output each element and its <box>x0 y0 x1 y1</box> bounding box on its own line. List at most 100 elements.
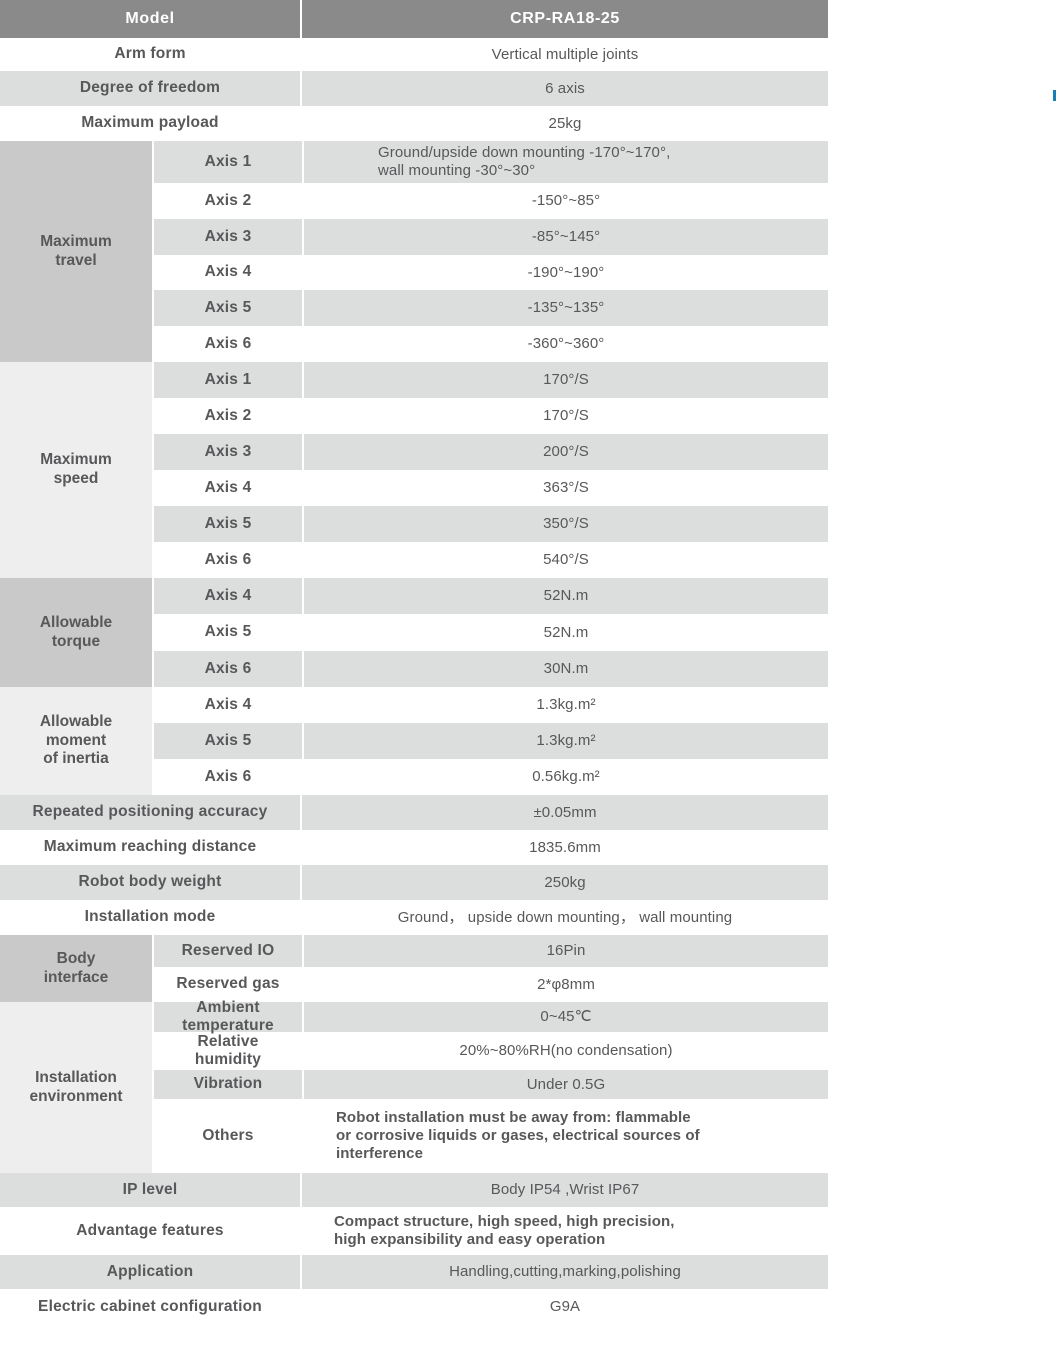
group-label-body-interface: Body interface <box>0 935 152 1002</box>
row-value: -85°~145° <box>304 219 828 255</box>
sub-label: Axis 1 <box>154 362 302 398</box>
sub-label: Axis 5 <box>154 723 302 759</box>
row-value: Handling,cutting,marking,polishing <box>302 1255 828 1289</box>
table-row: Axis 4 -190°~190° <box>152 255 828 290</box>
sub-label: Vibration <box>154 1070 302 1099</box>
row-value: 25kg <box>548 114 582 132</box>
row-label: Repeated positioning accuracy <box>0 795 300 830</box>
sub-label: Reserved IO <box>154 935 302 967</box>
row-label: Application <box>0 1255 300 1289</box>
sub-label: Axis 5 <box>204 623 252 641</box>
table-row: Repeated positioning accuracy ±0.05mm <box>0 795 828 830</box>
group-label-line: interface <box>43 968 109 986</box>
row-value: 540°/S <box>543 551 589 569</box>
row-label: Robot body weight <box>0 865 300 900</box>
sub-label-line: Relative <box>197 1032 259 1050</box>
sub-label: Ambient temperature <box>154 998 302 1034</box>
sub-label: Axis 2 <box>204 191 252 209</box>
row-value: 350°/S <box>304 506 828 542</box>
sub-label: Axis 1 <box>154 141 302 183</box>
sub-label: Axis 2 <box>204 406 252 424</box>
header-value-cell: CRP-RA18-25 <box>302 0 828 38</box>
row-value: Robot installation must be away from: fl… <box>336 1109 700 1162</box>
row-value: 52N.m <box>543 623 589 641</box>
row-value: 170°/S <box>543 407 589 425</box>
row-label: IP level <box>0 1173 300 1207</box>
row-value: 6 axis <box>302 71 828 106</box>
sub-label: Axis 3 <box>154 434 302 470</box>
group-label-line: Maximum <box>40 451 112 469</box>
sub-label-line: Ambient <box>196 998 260 1016</box>
sub-label-line: temperature <box>182 1017 274 1034</box>
group-label-line: of inertia <box>43 750 109 768</box>
table-row: Axis 4 1.3kg.m² <box>152 687 828 723</box>
table-row: Advantage features Compact structure, hi… <box>0 1207 828 1255</box>
sub-label: Axis 6 <box>204 334 252 352</box>
table-row: Application Handling,cutting,marking,pol… <box>0 1255 828 1289</box>
group-label-maximum-speed: Maximum speed <box>0 362 152 578</box>
row-value: 200°/S <box>304 434 828 470</box>
row-value: G9A <box>549 1298 581 1316</box>
row-value: -135°~135° <box>304 290 828 326</box>
row-label: Electric cabinet configuration <box>38 1297 262 1315</box>
row-label: Installation mode <box>84 908 216 926</box>
table-row: Axis 6 30N.m <box>152 651 828 687</box>
table-row: Reserved IO 16Pin <box>152 935 828 967</box>
row-value: 250kg <box>302 865 828 900</box>
row-value: -360°~360° <box>527 335 605 353</box>
table-row: Axis 6 -360°~360° <box>152 326 828 362</box>
group-label-line: Maximum <box>40 232 112 250</box>
table-row: Robot body weight 250kg <box>0 865 828 900</box>
table-row: Axis 2 -150°~85° <box>152 183 828 219</box>
row-value: ±0.05mm <box>302 795 828 830</box>
row-value: 30N.m <box>304 651 828 687</box>
group-label-line: Allowable <box>39 613 113 631</box>
row-value: 20%~80%RH(no condensation) <box>459 1042 673 1060</box>
table-row: IP level Body IP54 ,Wrist IP67 <box>0 1173 828 1207</box>
group-label-line: Installation <box>35 1068 117 1086</box>
table-row: Axis 4 52N.m <box>152 578 828 614</box>
table-row: Axis 1 Ground/upside down mounting -170°… <box>152 141 828 183</box>
sub-label: Axis 4 <box>154 578 302 614</box>
row-label: Maximum reaching distance <box>43 838 257 856</box>
group-label-line: travel <box>55 251 97 269</box>
group-installation-environment: Installation environment Ambient tempera… <box>0 998 828 1173</box>
header-model-cell: Model <box>0 0 300 38</box>
table-row: Axis 5 -135°~135° <box>152 290 828 326</box>
sub-label: Others <box>202 1126 254 1144</box>
group-label-line: speed <box>53 470 99 487</box>
row-label: Degree of freedom <box>0 71 300 106</box>
sub-label: Axis 3 <box>154 219 302 255</box>
group-label-line: moment <box>45 731 107 749</box>
table-row: Axis 6 540°/S <box>152 542 828 578</box>
row-value: 52N.m <box>304 578 828 614</box>
sub-label: Axis 5 <box>154 290 302 326</box>
table-row: Relative humidity 20%~80%RH(no condensat… <box>152 1032 828 1070</box>
row-label: Arm form <box>114 45 186 63</box>
table-row: Maximum payload 25kg <box>0 106 828 141</box>
specification-table: Model CRP-RA18-25 Arm form Vertical mult… <box>0 0 828 1316</box>
group-label-line: Body <box>56 949 96 967</box>
group-label-installation-environment: Installation environment <box>0 1002 152 1173</box>
table-row: Installation mode Ground， upside down mo… <box>0 900 828 935</box>
sub-label: Axis 6 <box>154 651 302 687</box>
sub-label: Axis 5 <box>154 506 302 542</box>
table-row: Axis 6 0.56kg.m² <box>152 759 828 795</box>
row-value: Compact structure, high speed, high prec… <box>334 1213 675 1248</box>
table-row: Axis 4 363°/S <box>152 470 828 506</box>
group-maximum-travel: Maximum travel Axis 1 Ground/upside down… <box>0 141 828 362</box>
table-header-row: Model CRP-RA18-25 <box>0 0 828 38</box>
row-label: Advantage features <box>76 1221 224 1239</box>
row-label: Maximum payload <box>81 114 219 132</box>
group-label-allowable-moment-of-inertia: Allowable moment of inertia <box>0 687 152 795</box>
table-row: Ambient temperature 0~45℃ <box>152 998 828 1034</box>
group-label-line: torque <box>51 632 101 650</box>
row-value: Ground， upside down mounting， wall mount… <box>397 908 733 926</box>
table-row: Reserved gas 2*φ8mm <box>152 967 828 1002</box>
row-value: 0.56kg.m² <box>532 768 600 786</box>
row-value: 2*φ8mm <box>537 975 595 993</box>
row-value: Vertical multiple joints <box>491 45 639 63</box>
table-row: Axis 5 1.3kg.m² <box>152 723 828 759</box>
group-maximum-speed: Maximum speed Axis 1 170°/S Axis 2 170°/… <box>0 362 828 578</box>
row-value: 16Pin <box>304 935 828 967</box>
